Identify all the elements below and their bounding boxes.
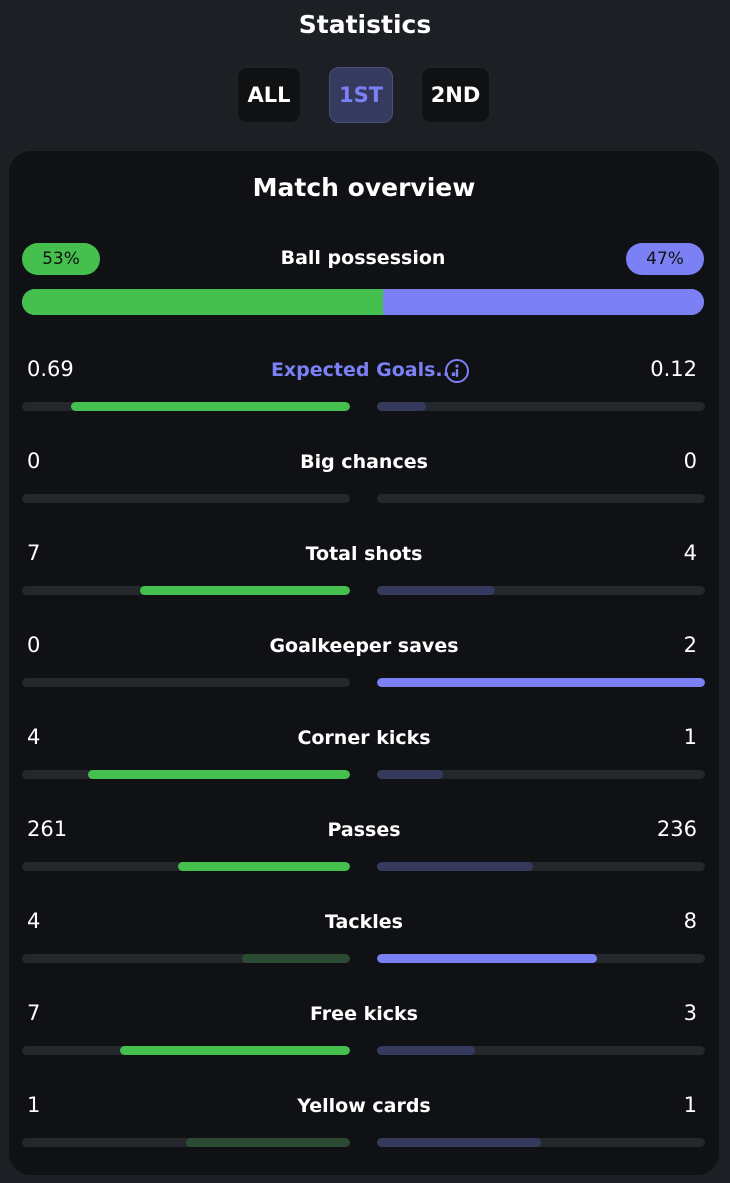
- stat-home-bar-fill: [120, 1046, 350, 1055]
- stat-home-bar: [22, 862, 350, 871]
- stat-home-value: 0.69: [27, 357, 74, 381]
- stat-label[interactable]: Expected Goals...: [270, 359, 458, 381]
- stat-home-bar-fill: [71, 402, 350, 411]
- stat-home-value: 0: [27, 449, 41, 473]
- stat-away-bar: [377, 1046, 705, 1055]
- stat-away-bar: [377, 954, 705, 963]
- stat-home-value: 4: [27, 909, 41, 933]
- stat-away-value: 4: [683, 541, 697, 565]
- stat-home-bar: [22, 402, 350, 411]
- stat-away-bar: [377, 586, 705, 595]
- stat-row: 0 Big chances 0: [9, 447, 719, 539]
- stat-home-bar: [22, 770, 350, 779]
- stat-row: 4 Tackles 8: [9, 907, 719, 999]
- stat-home-bar: [22, 586, 350, 595]
- stat-row: 0.69 Expected Goals... 0.12: [9, 355, 719, 447]
- stat-away-value: 1: [683, 1093, 697, 1117]
- stat-label: Passes: [327, 819, 401, 841]
- page-title: Statistics: [298, 10, 432, 39]
- stat-away-value: 8: [683, 909, 697, 933]
- stat-away-bar: [377, 494, 705, 503]
- stat-away-value: 0: [683, 449, 697, 473]
- possession-away-badge: 47%: [626, 243, 704, 275]
- stat-home-bar-fill: [87, 770, 350, 779]
- possession-bar: [22, 289, 704, 315]
- stat-away-value: 236: [656, 817, 697, 841]
- stat-home-value: 4: [27, 725, 41, 749]
- stat-away-bar-fill: [377, 402, 427, 411]
- stat-away-bar-fill: [377, 770, 443, 779]
- stat-row: 4 Corner kicks 1: [9, 723, 719, 815]
- card-title: Match overview: [252, 173, 476, 202]
- stat-away-value: 2: [683, 633, 697, 657]
- stat-away-value: 0.12: [650, 357, 697, 381]
- stat-row: 261 Passes 236: [9, 815, 719, 907]
- stat-home-value: 261: [27, 817, 68, 841]
- stat-row: 7 Free kicks 3: [9, 999, 719, 1091]
- info-icon[interactable]: [444, 358, 470, 384]
- stat-home-bar: [22, 954, 350, 963]
- tab-1st[interactable]: 1ST: [329, 67, 393, 123]
- stat-away-bar: [377, 862, 705, 871]
- stat-away-bar-fill: [377, 1046, 476, 1055]
- stat-list: 0.69 Expected Goals... 0.12 0 Big chances 0 7 T…: [9, 355, 719, 1183]
- stat-label: Free kicks: [310, 1003, 418, 1025]
- stat-away-bar-fill: [377, 678, 705, 687]
- stat-label: Goalkeeper saves: [269, 635, 459, 657]
- stat-label: Corner kicks: [297, 727, 431, 749]
- possession-label: Ball possession: [280, 247, 446, 269]
- stat-row: 7 Total shots 4: [9, 539, 719, 631]
- stat-away-bar-fill: [377, 862, 533, 871]
- period-tabs: ALL 1ST 2ND: [0, 67, 730, 125]
- stat-label: Yellow cards: [297, 1095, 431, 1117]
- stat-home-bar: [22, 678, 350, 687]
- stat-away-bar: [377, 770, 705, 779]
- stat-home-bar: [22, 1046, 350, 1055]
- tab-all[interactable]: ALL: [237, 67, 301, 123]
- stat-row: 0 Goalkeeper saves 2: [9, 631, 719, 723]
- stat-home-value: 1: [27, 1093, 41, 1117]
- match-overview-card: Match overview 53% Ball possession 47% 0…: [9, 151, 719, 1175]
- stat-away-bar: [377, 678, 705, 687]
- stat-label: Tackles: [325, 911, 403, 933]
- stat-home-bar-fill: [241, 954, 350, 963]
- possession-header: 53% Ball possession 47%: [22, 243, 704, 275]
- stat-home-bar: [22, 494, 350, 503]
- stat-away-bar-fill: [377, 1138, 541, 1147]
- stat-away-bar-fill: [377, 954, 597, 963]
- possession-home-badge: 53%: [22, 243, 100, 275]
- stat-label: Big chances: [300, 451, 428, 473]
- possession-bar-away: [383, 289, 704, 315]
- stat-home-value: 0: [27, 633, 41, 657]
- stat-home-bar-fill: [177, 862, 350, 871]
- stat-row: 1 Yellow cards 1: [9, 1091, 719, 1183]
- stat-home-bar: [22, 1138, 350, 1147]
- stat-home-value: 7: [27, 1001, 41, 1025]
- tab-2nd[interactable]: 2ND: [421, 67, 490, 123]
- stat-away-bar: [377, 402, 705, 411]
- stat-away-value: 1: [683, 725, 697, 749]
- stat-home-value: 7: [27, 541, 41, 565]
- stat-home-bar-fill: [140, 586, 350, 595]
- stat-home-bar-fill: [186, 1138, 350, 1147]
- stat-away-bar: [377, 1138, 705, 1147]
- stat-label: Total shots: [305, 543, 423, 565]
- stat-away-bar-fill: [377, 586, 496, 595]
- possession-bar-home: [22, 289, 384, 315]
- stat-away-value: 3: [683, 1001, 697, 1025]
